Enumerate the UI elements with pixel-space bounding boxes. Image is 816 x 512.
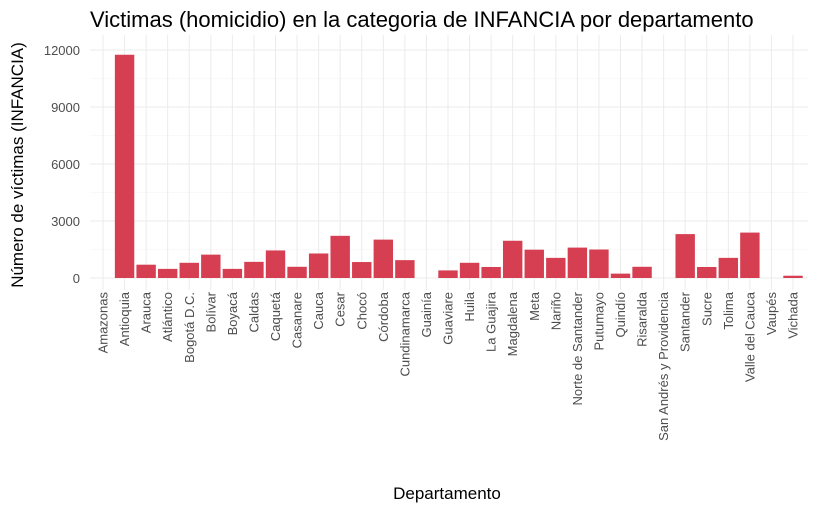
x-tick-label: Norte de Santander <box>570 291 585 405</box>
grid <box>90 35 808 290</box>
bar <box>244 261 264 278</box>
x-tick-label: Amazonas <box>96 292 111 354</box>
x-tick-label: Guaviare <box>441 292 456 345</box>
bar <box>114 54 135 278</box>
x-tick-label: Cesar <box>333 291 348 326</box>
bar <box>697 266 717 278</box>
bar <box>179 262 199 278</box>
bar <box>438 270 458 278</box>
bar <box>740 232 760 278</box>
bar <box>352 262 372 278</box>
chart-title: Victimas (homicidio) en la categoria de … <box>90 7 754 32</box>
bar <box>308 253 329 278</box>
x-tick-label: La Guajira <box>484 291 499 352</box>
x-tick-label: Santander <box>678 291 693 352</box>
x-tick-label: Casanare <box>290 292 305 348</box>
bar <box>632 266 652 278</box>
bar <box>546 257 566 278</box>
bar <box>201 254 221 278</box>
x-tick-label: Caldas <box>246 292 261 333</box>
x-tick-label: Antioquia <box>117 291 132 346</box>
bar <box>502 240 523 278</box>
bar <box>330 235 350 278</box>
bar <box>718 257 739 278</box>
bar <box>567 247 588 278</box>
bar <box>524 249 544 278</box>
x-tick-label: Magdalena <box>505 291 520 356</box>
bar <box>287 266 307 278</box>
x-tick-label: Córdoba <box>376 291 391 342</box>
x-tick-label: Sucre <box>699 292 714 326</box>
bar <box>157 268 178 278</box>
y-axis-title: Número de víctimas (INFANCIA) <box>8 42 27 288</box>
x-tick-label: Vichada <box>786 291 801 339</box>
y-tick-label: 9000 <box>51 100 80 115</box>
x-tick-label: Meta <box>527 291 542 321</box>
y-axis: 0 3000 6000 9000 12000 <box>44 43 80 286</box>
bar <box>222 268 243 278</box>
y-tick-label: 6000 <box>51 157 80 172</box>
x-tick-label: Arauca <box>139 291 154 333</box>
x-tick-label: Cauca <box>311 291 326 329</box>
bar <box>373 239 394 278</box>
bars <box>114 54 803 278</box>
x-tick-label: Guainía <box>419 291 434 337</box>
bar <box>395 260 415 278</box>
x-tick-label: Putumayo <box>591 292 606 351</box>
x-tick-label: Valle del Cauca <box>742 291 757 382</box>
bar <box>265 250 286 278</box>
x-axis: Amazonas Antioquia Arauca Atlántico Bogotá D… <box>96 291 801 441</box>
bar <box>783 275 803 278</box>
bar <box>136 264 156 278</box>
x-tick-label: Vaupés <box>764 292 779 336</box>
x-tick-label: Chocó <box>354 292 369 330</box>
x-tick-label: Caquetá <box>268 291 283 341</box>
x-tick-label: Tolima <box>721 291 736 329</box>
x-tick-label: Huila <box>462 291 477 321</box>
x-tick-label: Quindío <box>613 292 628 338</box>
y-tick-label: 0 <box>73 271 80 286</box>
x-tick-label: Atlántico <box>160 292 175 342</box>
x-tick-label: San Andrés y Providencia <box>656 291 671 441</box>
bar <box>459 262 480 278</box>
bar <box>610 273 631 278</box>
x-tick-label: Boyacá <box>225 291 240 335</box>
bar <box>481 266 501 278</box>
x-tick-label: Bogotá D.C. <box>182 292 197 363</box>
y-tick-label: 12000 <box>44 43 80 58</box>
bar <box>589 249 609 278</box>
x-axis-title: Departamento <box>393 484 501 503</box>
x-tick-label: Risaralda <box>635 291 650 347</box>
bar <box>675 234 695 278</box>
y-tick-label: 3000 <box>51 214 80 229</box>
x-tick-label: Cundinamarca <box>397 291 412 376</box>
x-tick-label: Bolívar <box>203 291 218 332</box>
x-tick-label: Nariño <box>548 292 563 330</box>
